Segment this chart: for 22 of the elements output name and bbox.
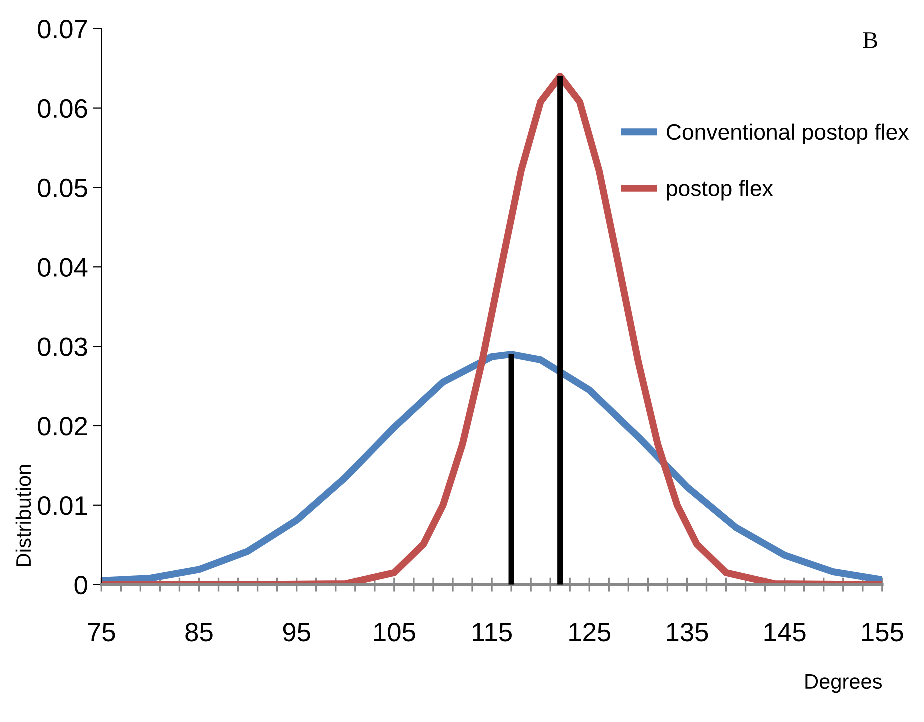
legend-label: postop flex	[667, 180, 774, 201]
x-tick-label: 125	[570, 623, 611, 642]
x-tick-label: 135	[667, 623, 708, 642]
x-tick-label: 105	[374, 623, 416, 642]
y-axis-title: Distribution	[16, 465, 32, 566]
x-axis-title: Degrees	[806, 674, 882, 694]
y-tick-label: 0.04	[38, 258, 88, 277]
annotation: B	[863, 32, 878, 48]
x-tick-label: 145	[764, 623, 806, 642]
x-tick-label: 115	[473, 623, 512, 642]
y-tick-label: 0.06	[38, 99, 88, 118]
x-tick-label: 155	[862, 623, 904, 642]
y-tick-label: 0.03	[38, 338, 88, 356]
y-tick-label: 0.02	[38, 417, 88, 436]
x-tick-label: 95	[283, 623, 310, 642]
y-tick-label: 0.05	[38, 178, 88, 198]
y-tick-label: 0.01	[38, 496, 88, 516]
x-tick-label: 75	[88, 623, 116, 642]
y-tick-label: 0.07	[38, 20, 88, 39]
y-tick-label: 0	[74, 576, 88, 595]
legend-label: Conventional postop flex	[667, 124, 910, 145]
x-tick-label: 85	[186, 623, 213, 642]
